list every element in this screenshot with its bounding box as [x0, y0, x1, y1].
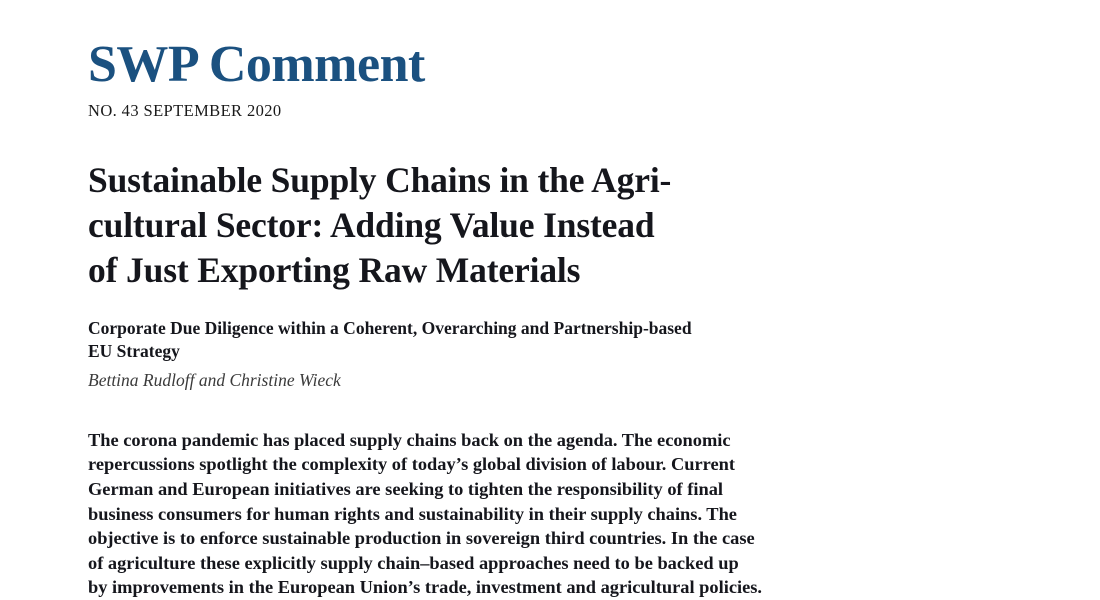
- document-page: SWP Comment NO. 43 SEPTEMBER 2020 Sustai…: [88, 37, 763, 598]
- article-subtitle-line: EU Strategy: [88, 341, 180, 362]
- lead-paragraph-line: of agriculture these explicitly supply c…: [88, 552, 739, 573]
- document-content-column: SWP Comment NO. 43 SEPTEMBER 2020 Sustai…: [88, 0, 818, 600]
- article-title-line: Sustainable Supply Chains in the Agri-: [88, 160, 672, 201]
- lead-paragraph-line: by improvements in the European Union’s …: [88, 577, 763, 598]
- lead-paragraph-line: The corona pandemic has placed supply ch…: [88, 429, 731, 450]
- article-title: Sustainable Supply Chains in the Agri- c…: [88, 158, 788, 293]
- lead-paragraph-line: German and European initiatives are seek…: [88, 479, 724, 500]
- article-subtitle: Corporate Due Diligence within a Coheren…: [88, 317, 788, 364]
- lead-paragraph-line: business consumers for human rights and …: [88, 503, 737, 524]
- article-lead-paragraph: The corona pandemic has placed supply ch…: [88, 428, 806, 600]
- article-title-line: of Just Exporting Raw Materials: [88, 250, 581, 291]
- issue-number-and-date: NO. 43 SEPTEMBER 2020: [88, 101, 282, 121]
- publication-masthead: SWP Comment: [88, 36, 425, 93]
- lead-paragraph-line: repercussions spotlight the complexity o…: [88, 454, 735, 475]
- article-title-line: cultural Sector: Adding Value Instead: [88, 205, 655, 246]
- article-authors: Bettina Rudloff and Christine Wieck: [88, 369, 341, 390]
- article-subtitle-line: Corporate Due Diligence within a Coheren…: [88, 317, 692, 338]
- lead-paragraph-line: objective is to enforce sustainable prod…: [88, 528, 755, 549]
